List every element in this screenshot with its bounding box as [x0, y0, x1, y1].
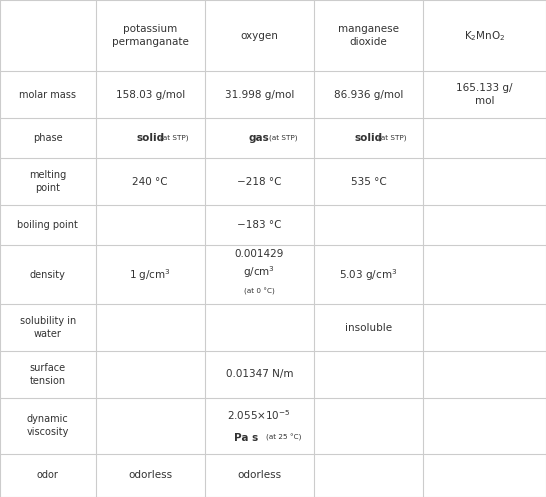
- Text: solubility in
water: solubility in water: [20, 316, 76, 339]
- Text: melting
point: melting point: [29, 170, 67, 193]
- Text: 165.133 g/
mol: 165.133 g/ mol: [456, 83, 513, 106]
- Text: −218 °C: −218 °C: [237, 177, 282, 187]
- Text: 5.03 g/cm$^3$: 5.03 g/cm$^3$: [339, 267, 398, 283]
- Text: Pa s: Pa s: [234, 433, 258, 443]
- Text: 158.03 g/mol: 158.03 g/mol: [116, 90, 185, 100]
- Text: 1 g/cm$^3$: 1 g/cm$^3$: [129, 267, 171, 283]
- Text: 86.936 g/mol: 86.936 g/mol: [334, 90, 403, 100]
- Text: odor: odor: [37, 470, 59, 480]
- Text: (at 25 °C): (at 25 °C): [266, 434, 301, 441]
- Text: molar mass: molar mass: [19, 90, 76, 100]
- Text: 0.01347 N/m: 0.01347 N/m: [225, 369, 293, 379]
- Text: potassium
permanganate: potassium permanganate: [112, 24, 188, 47]
- Text: manganese
dioxide: manganese dioxide: [338, 24, 399, 47]
- Text: 535 °C: 535 °C: [351, 177, 387, 187]
- Text: (at 0 °C): (at 0 °C): [244, 288, 275, 295]
- Text: density: density: [30, 270, 66, 280]
- Text: 2.055$\times$10$^{-5}$: 2.055$\times$10$^{-5}$: [228, 409, 291, 422]
- Text: (at STP): (at STP): [269, 135, 298, 142]
- Text: −183 °C: −183 °C: [237, 220, 282, 230]
- Text: boiling point: boiling point: [17, 220, 78, 230]
- Text: 0.001429
g/cm$^3$: 0.001429 g/cm$^3$: [235, 249, 284, 279]
- Text: (at STP): (at STP): [378, 135, 407, 142]
- Text: (at STP): (at STP): [160, 135, 188, 142]
- Text: gas: gas: [249, 133, 270, 143]
- Text: phase: phase: [33, 133, 63, 143]
- Text: solid: solid: [354, 133, 383, 143]
- Text: odorless: odorless: [128, 470, 172, 480]
- Text: dynamic
viscosity: dynamic viscosity: [27, 414, 69, 437]
- Text: K$_2$MnO$_2$: K$_2$MnO$_2$: [464, 29, 505, 43]
- Text: 31.998 g/mol: 31.998 g/mol: [224, 90, 294, 100]
- Text: solid: solid: [136, 133, 164, 143]
- Text: surface
tension: surface tension: [29, 363, 66, 386]
- Text: 240 °C: 240 °C: [132, 177, 168, 187]
- Text: oxygen: oxygen: [240, 31, 278, 41]
- Text: insoluble: insoluble: [345, 323, 392, 332]
- Text: odorless: odorless: [238, 470, 281, 480]
